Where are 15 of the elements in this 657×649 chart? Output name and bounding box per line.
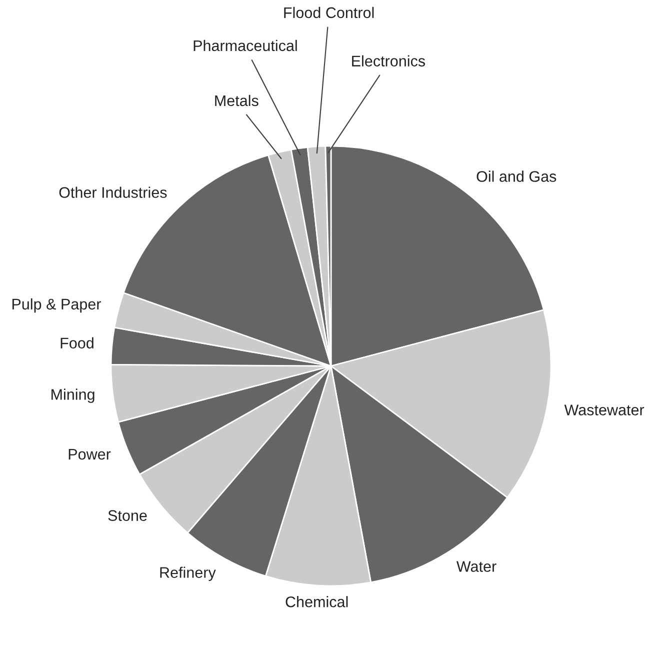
slice-label: Oil and Gas — [476, 170, 556, 182]
slice-label: Stone — [108, 510, 147, 521]
slice-label: Mining — [52, 388, 94, 403]
slice-label: Electronics — [352, 55, 426, 66]
slice-label: Metals — [215, 94, 258, 106]
slice-label: Power — [68, 448, 111, 460]
slice-label: Food — [60, 337, 94, 348]
slice-label: Refinery — [160, 566, 216, 581]
slice-label: Wastewater — [564, 404, 644, 416]
slice-label: Flood Control — [284, 6, 374, 18]
slice-label: Other Industries — [59, 186, 167, 198]
slice-label: Water — [456, 561, 496, 572]
slice-label: Pulp & Paper — [12, 298, 101, 313]
slice-label: Pharmaceutical — [194, 40, 297, 52]
slice-label: Chemical — [286, 596, 348, 608]
